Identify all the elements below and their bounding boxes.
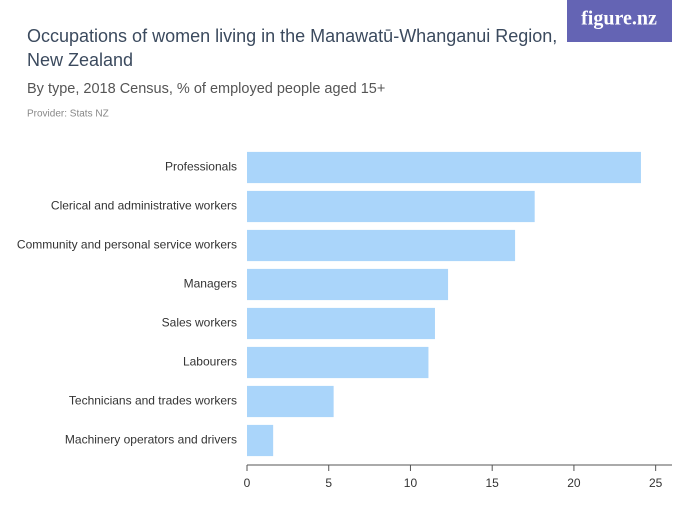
y-tick-label: Sales workers xyxy=(162,316,237,330)
y-tick-label: Clerical and administrative workers xyxy=(51,199,237,213)
logo-box xyxy=(567,0,672,42)
x-tick-label: 20 xyxy=(567,476,581,490)
bar xyxy=(247,346,429,379)
x-tick-label: 10 xyxy=(404,476,418,490)
provider: Provider: Stats NZ xyxy=(27,109,109,120)
subtitle: By type, 2018 Census, % of employed peop… xyxy=(27,81,385,97)
bar xyxy=(247,385,334,418)
x-tick-label: 25 xyxy=(649,476,663,490)
chart-title: Occupations of women living in the Manaw… xyxy=(27,26,557,70)
bar xyxy=(247,190,535,223)
y-tick-label: Machinery operators and drivers xyxy=(65,433,237,447)
bar xyxy=(247,307,435,340)
bar xyxy=(247,229,516,262)
y-tick-label: Community and personal service workers xyxy=(17,238,237,252)
y-tick-label: Managers xyxy=(184,277,237,291)
y-tick-label: Labourers xyxy=(183,355,237,369)
y-tick-label: Technicians and trades workers xyxy=(69,394,237,408)
x-tick-label: 5 xyxy=(325,476,332,490)
y-tick-label: Professionals xyxy=(165,160,237,174)
x-tick-label: 0 xyxy=(244,476,251,490)
bar xyxy=(247,268,449,301)
bar xyxy=(247,151,641,184)
x-tick-label: 15 xyxy=(486,476,500,490)
logo: figure.nz xyxy=(581,8,657,30)
bar xyxy=(247,424,274,457)
